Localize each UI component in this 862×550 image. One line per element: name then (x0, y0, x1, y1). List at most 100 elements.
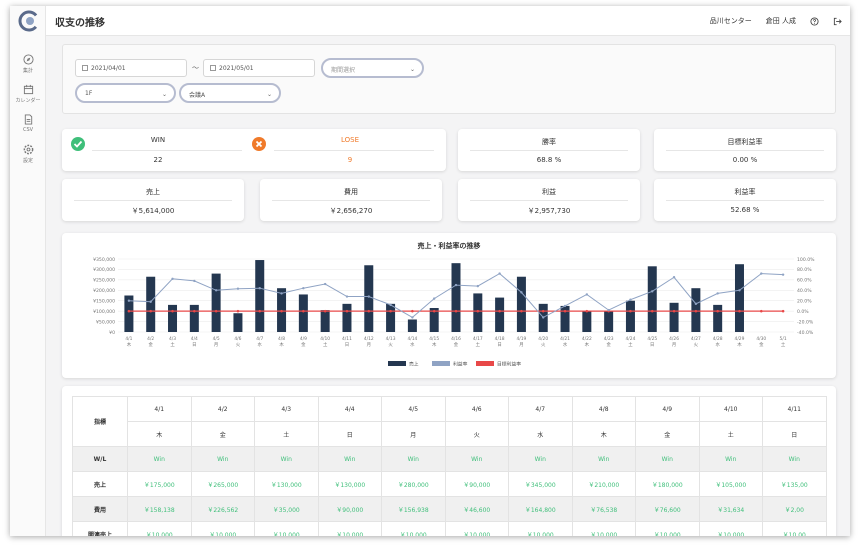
calendar-icon (82, 65, 88, 71)
legend-label: 目標利益率 (497, 361, 521, 368)
table-cell: ￥10,000 (190, 521, 255, 536)
document-icon (24, 114, 32, 125)
sidebar-item-settings[interactable]: 設定 (10, 144, 46, 164)
floor-select[interactable]: 1F ⌄ (75, 83, 176, 103)
weekday-header: 日 (317, 421, 382, 447)
table-cell: Win (762, 446, 827, 472)
gear-icon (23, 144, 33, 155)
y-right-tick-label: 0.0% (797, 309, 809, 315)
margin-rate-point (149, 300, 152, 303)
cost-label: 費用 (344, 188, 358, 196)
x-tick-weekday: 月 (672, 342, 676, 348)
y-right-tick-label: 100.0% (797, 257, 815, 263)
office-name[interactable]: 品川センター (709, 17, 752, 25)
weekday-header: 木 (571, 421, 636, 447)
sales-bar (146, 276, 156, 332)
margin-rate-point (432, 297, 436, 300)
end-date-input[interactable]: 2021/05/01 (203, 59, 315, 77)
win-rate-label: 勝率 (542, 138, 556, 146)
x-tick-weekday: 木 (585, 341, 590, 348)
y-left-tick-label: ¥150,000 (93, 299, 115, 305)
filter-panel: 2021/04/01 〜 2021/05/01 期間選択 ⌄ 1F ⌄ 会議A ⌄ (62, 44, 836, 114)
chevron-down-icon: ⌄ (266, 91, 272, 98)
margin-rate-point (236, 287, 240, 290)
margin-rate-point (258, 287, 261, 290)
x-tick-label: 4/17 (473, 336, 483, 342)
target-margin-card: 目標利益率 0.00 % (654, 129, 836, 171)
period-select[interactable]: 期間選択 ⌄ (321, 58, 424, 78)
target-margin-point (323, 309, 327, 313)
sidebar-item-summary[interactable]: 集計 (10, 54, 46, 74)
margin-rate-point (781, 273, 785, 276)
x-tick-weekday: 金 (454, 341, 459, 348)
target-margin-point (781, 309, 785, 313)
margin-rate-point (280, 292, 283, 295)
table-cell: ￥164,800 (508, 496, 573, 522)
table-cell: Win (317, 446, 382, 472)
sales-bar (211, 273, 221, 332)
margin-rate-point (716, 292, 719, 295)
x-tick-weekday: 日 (650, 342, 654, 348)
help-icon[interactable] (810, 16, 819, 26)
table-row: 関連売上 ￥10,000 ￥10,000 ￥10,000 ￥10,000 ￥10,000 ￥… (72, 521, 827, 536)
lose-value: 9 (347, 156, 353, 164)
table-cell: ￥10,000 (444, 521, 509, 536)
start-date-input[interactable]: 2021/04/01 (75, 59, 187, 77)
x-tick-weekday: 火 (236, 343, 241, 348)
margin-rate-point (694, 302, 698, 306)
x-tick-weekday: 土 (476, 341, 481, 348)
table-cell: Win (571, 446, 636, 472)
sales-bar (473, 293, 483, 332)
table-header-label: 指標 (72, 396, 128, 447)
sidebar-item-calendar[interactable]: カレンダー (10, 84, 46, 104)
logout-icon[interactable] (833, 17, 842, 26)
table-cell: ￥280,000 (381, 471, 446, 497)
room-select[interactable]: 会議A ⌄ (179, 83, 281, 103)
margin-rate-point (738, 289, 741, 292)
table-cell: Win (190, 446, 255, 472)
user-name[interactable]: 倉田 人成 (765, 17, 796, 25)
x-tick-weekday: 月 (367, 342, 371, 348)
target-margin-point (585, 309, 589, 313)
app-logo-icon[interactable] (18, 10, 40, 32)
x-tick-label: 4/14 (407, 336, 417, 342)
calendar-icon (23, 84, 33, 95)
divider (666, 200, 824, 201)
target-margin-label: 目標利益率 (727, 138, 763, 146)
margin-rate-point (498, 272, 501, 275)
divider (274, 150, 434, 151)
margin-rate-point (214, 289, 218, 292)
sales-label: 売上 (146, 188, 160, 196)
x-tick-label: 4/3 (169, 336, 176, 342)
table-cell: Win (254, 446, 319, 472)
sales-bar (189, 304, 199, 332)
x-tick-label: 4/30 (756, 336, 766, 342)
date-header: 4/6 (444, 396, 509, 422)
calendar-icon (210, 65, 216, 71)
x-tick-label: 4/9 (300, 336, 307, 342)
sales-bar (669, 302, 679, 332)
row-label: W/L (72, 446, 128, 472)
margin-card: 利益率 52.68 % (654, 179, 836, 221)
date-header: 4/9 (635, 396, 700, 422)
legend-swatch (432, 361, 450, 366)
margin-rate-point (760, 272, 763, 275)
table-cell: Win (444, 446, 509, 472)
page-title: 収支の推移 (55, 18, 105, 29)
x-tick-weekday: 木 (737, 341, 742, 348)
date-header: 4/5 (381, 396, 446, 422)
table-cell: Win (698, 446, 763, 472)
table-cell: ￥130,000 (317, 471, 382, 497)
sidebar-item-csv[interactable]: CSV (10, 114, 46, 133)
x-tick-weekday: 月 (519, 342, 523, 348)
target-margin-point (629, 309, 632, 313)
x-tick-label: 4/1 (125, 336, 132, 342)
date-header: 4/3 (254, 396, 319, 422)
margin-rate-point (193, 279, 196, 283)
sales-bar (124, 295, 134, 332)
x-tick-label: 4/16 (451, 336, 461, 342)
cost-card: 費用 ￥2,656,270 (260, 179, 442, 221)
y-right-tick-label: 80.0% (797, 267, 812, 273)
x-tick-label: 4/8 (278, 336, 285, 342)
x-tick-weekday: 水 (410, 341, 415, 348)
